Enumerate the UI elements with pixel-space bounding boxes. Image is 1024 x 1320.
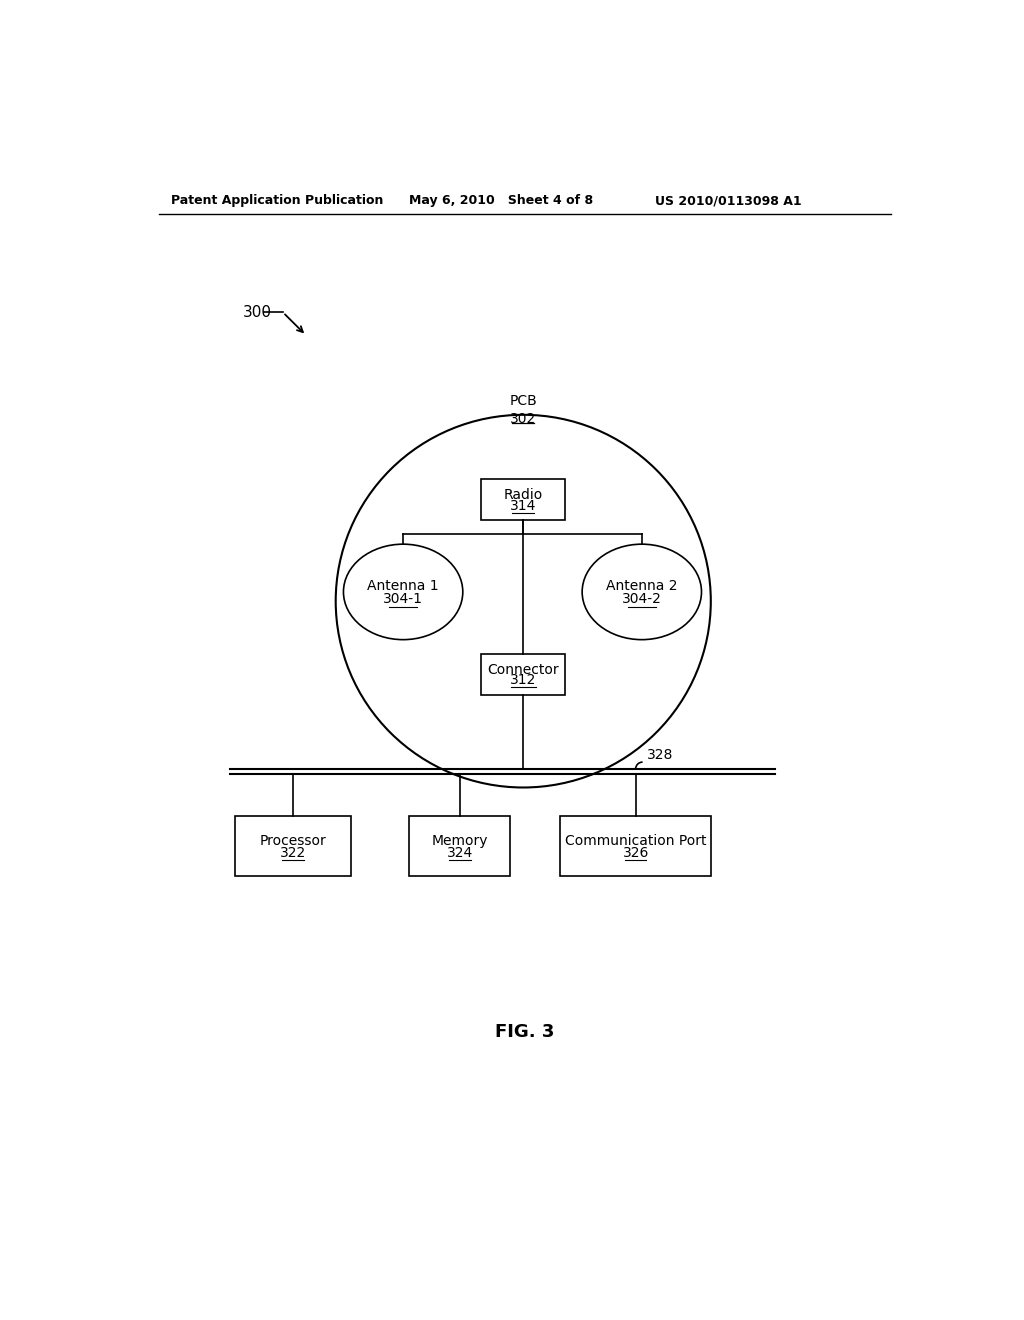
Text: US 2010/0113098 A1: US 2010/0113098 A1 bbox=[655, 194, 802, 207]
Text: 328: 328 bbox=[647, 748, 674, 762]
Text: Antenna 1: Antenna 1 bbox=[368, 578, 439, 593]
Text: Radio: Radio bbox=[504, 488, 543, 502]
Bar bbox=[410, 816, 510, 876]
Text: PCB: PCB bbox=[509, 393, 538, 408]
Text: 300: 300 bbox=[243, 305, 271, 319]
Text: Memory: Memory bbox=[431, 834, 488, 847]
Text: 302: 302 bbox=[510, 412, 537, 426]
Text: Patent Application Publication: Patent Application Publication bbox=[171, 194, 383, 207]
Bar bbox=[481, 479, 565, 520]
Ellipse shape bbox=[583, 544, 701, 640]
Bar bbox=[481, 653, 565, 694]
Ellipse shape bbox=[343, 544, 463, 640]
Text: 326: 326 bbox=[623, 846, 649, 859]
Text: 324: 324 bbox=[446, 846, 473, 859]
Text: 304-1: 304-1 bbox=[383, 591, 423, 606]
Text: 314: 314 bbox=[510, 499, 537, 512]
Bar bbox=[560, 816, 712, 876]
Text: 322: 322 bbox=[280, 846, 306, 859]
Text: Connector: Connector bbox=[487, 663, 559, 677]
Bar bbox=[234, 816, 351, 876]
Text: 312: 312 bbox=[510, 673, 537, 688]
Text: Antenna 2: Antenna 2 bbox=[606, 578, 678, 593]
Text: May 6, 2010   Sheet 4 of 8: May 6, 2010 Sheet 4 of 8 bbox=[409, 194, 593, 207]
Text: Communication Port: Communication Port bbox=[565, 834, 707, 847]
Text: 304-2: 304-2 bbox=[622, 591, 662, 606]
Text: FIG. 3: FIG. 3 bbox=[496, 1023, 554, 1041]
Text: Processor: Processor bbox=[260, 834, 327, 847]
